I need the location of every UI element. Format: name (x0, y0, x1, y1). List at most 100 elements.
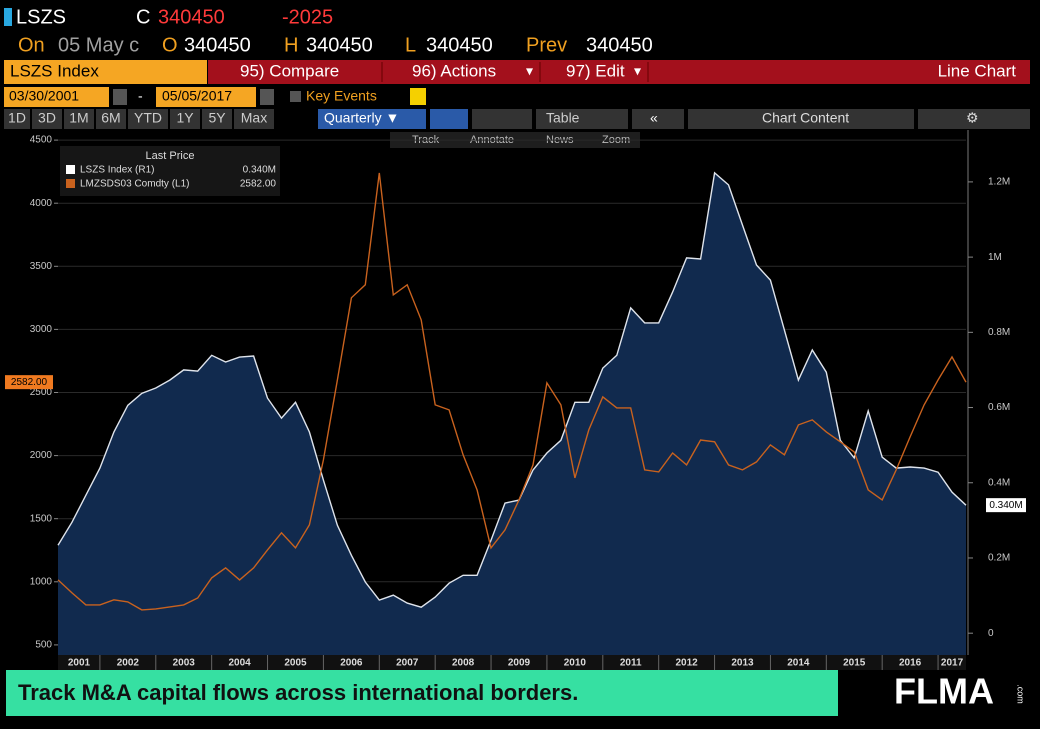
x-tick-label: 2006 (340, 658, 363, 669)
x-tick-label: 2009 (508, 658, 531, 669)
period-button: Max (241, 110, 267, 126)
quote-date: 05 May c (58, 34, 139, 56)
period-button: 1D (8, 110, 26, 126)
actions-button[interactable]: 96) Actions (412, 61, 496, 80)
last-price: 340450 (158, 6, 225, 28)
period-box[interactable] (170, 109, 200, 129)
y-tick-label: 1500 (30, 513, 53, 524)
style-button[interactable] (472, 109, 532, 129)
x-tick-label: 2005 (284, 658, 307, 669)
x-axis-band (58, 655, 966, 670)
x-tick-label: 2003 (173, 658, 196, 669)
y2-tick-label: 0.6M (988, 402, 1010, 413)
banner-text: Track M&A capital flows across internati… (18, 680, 578, 705)
y2-tick-label: 0.2M (988, 553, 1010, 564)
y-tick-label: 2500 (30, 387, 53, 398)
y2-tick-label: 0.4M (988, 477, 1010, 488)
period-box[interactable] (32, 109, 62, 129)
period-box[interactable] (128, 109, 168, 129)
dropdown-arrow: ▾ (526, 63, 533, 79)
legend-value: 2582.00 (240, 179, 277, 190)
chart-type[interactable]: Line Chart (938, 61, 1017, 80)
table-button: Table (546, 110, 580, 126)
line (57, 171, 967, 608)
line (57, 172, 967, 611)
open-label: O (162, 34, 178, 56)
x-tick-label: 2017 (941, 658, 964, 669)
prev-value: 340450 (586, 34, 653, 56)
x-tick-label: 2002 (117, 658, 140, 669)
period-box[interactable] (234, 109, 274, 129)
legend-label: LSZS Index (R1) (80, 165, 154, 176)
high-label: H (284, 34, 298, 56)
legend-value: 0.340M (243, 165, 276, 176)
legend-swatch (66, 179, 75, 188)
y2-tick-label: 0.8M (988, 327, 1010, 338)
period-box[interactable] (4, 109, 30, 129)
period-button: YTD (134, 110, 162, 126)
period-button: 5Y (208, 110, 226, 126)
calendar-icon[interactable] (260, 89, 274, 105)
collapse-icon: « (650, 110, 658, 126)
chart-content-box[interactable] (688, 109, 914, 129)
y2-tick-label: 1.2M (988, 177, 1010, 188)
banner (6, 670, 838, 716)
x-tick-label: 2010 (564, 658, 587, 669)
table-box[interactable] (536, 109, 628, 129)
x-tick-label: 2014 (787, 658, 810, 669)
ticker-marker (4, 8, 12, 26)
period-buttons: 1D 3D 1M 6M YTD 1Y 5Y Max (4, 109, 274, 129)
legend-swatch (66, 165, 75, 174)
settings-button[interactable] (918, 109, 1030, 129)
period-box[interactable] (202, 109, 232, 129)
start-date-box[interactable] (4, 87, 109, 107)
security-box[interactable] (4, 60, 207, 84)
y-tick-label: 4000 (30, 198, 53, 209)
frequency: Quarterly ▼ (324, 110, 399, 126)
frequency-box[interactable] (318, 109, 426, 129)
key-events: Key Events (306, 88, 377, 104)
prev-label: Prev (526, 34, 567, 56)
start-date: 03/30/2001 (9, 88, 79, 104)
x-tick-label: 2008 (452, 658, 475, 669)
y-tick-label: 2000 (30, 450, 53, 461)
last-value-label: 0.340M (989, 500, 1022, 511)
line-icon-button[interactable] (430, 109, 468, 129)
x-tick-label: 2001 (68, 658, 91, 669)
x-tick-label: 2016 (899, 658, 922, 669)
end-date-box[interactable] (156, 87, 256, 107)
y2-tick-label: 0 (988, 628, 994, 639)
close-label: C (136, 6, 150, 28)
checkbox[interactable] (290, 91, 301, 102)
period-button: 1M (69, 110, 88, 126)
low-value: 340450 (426, 34, 493, 56)
edit-button[interactable]: 97) Edit (566, 61, 625, 80)
legend-label: LMZSDS03 Comdty (L1) (80, 179, 189, 190)
period-button: 6M (101, 110, 120, 126)
price-change: -2025 (282, 6, 333, 28)
date-dash: - (138, 88, 143, 104)
last-value-tag (5, 375, 53, 390)
area (58, 172, 966, 655)
info-icon[interactable] (410, 88, 426, 105)
settings-icon: ⚙ (966, 110, 979, 126)
logo: FLMA (894, 671, 994, 712)
x-tick-label: 2015 (843, 658, 866, 669)
period-box[interactable] (96, 109, 126, 129)
x-tick-label: 2013 (731, 658, 754, 669)
y-tick-label: 3500 (30, 261, 53, 272)
low-label: L (405, 34, 416, 56)
calendar-icon[interactable] (113, 89, 127, 105)
x-tick-label: 2007 (396, 658, 419, 669)
compare-button[interactable]: 95) Compare (240, 61, 339, 80)
collapse-button[interactable] (632, 109, 684, 129)
x-tick-label: 2004 (228, 658, 251, 669)
dropdown-arrow: ▾ (634, 63, 641, 79)
x-tick-label: 2012 (675, 658, 698, 669)
y-tick-label: 4500 (30, 135, 53, 146)
security: LSZS Index (10, 61, 99, 80)
last-value-tag (986, 498, 1026, 513)
period-box[interactable] (64, 109, 94, 129)
period-button: 3D (38, 110, 56, 126)
